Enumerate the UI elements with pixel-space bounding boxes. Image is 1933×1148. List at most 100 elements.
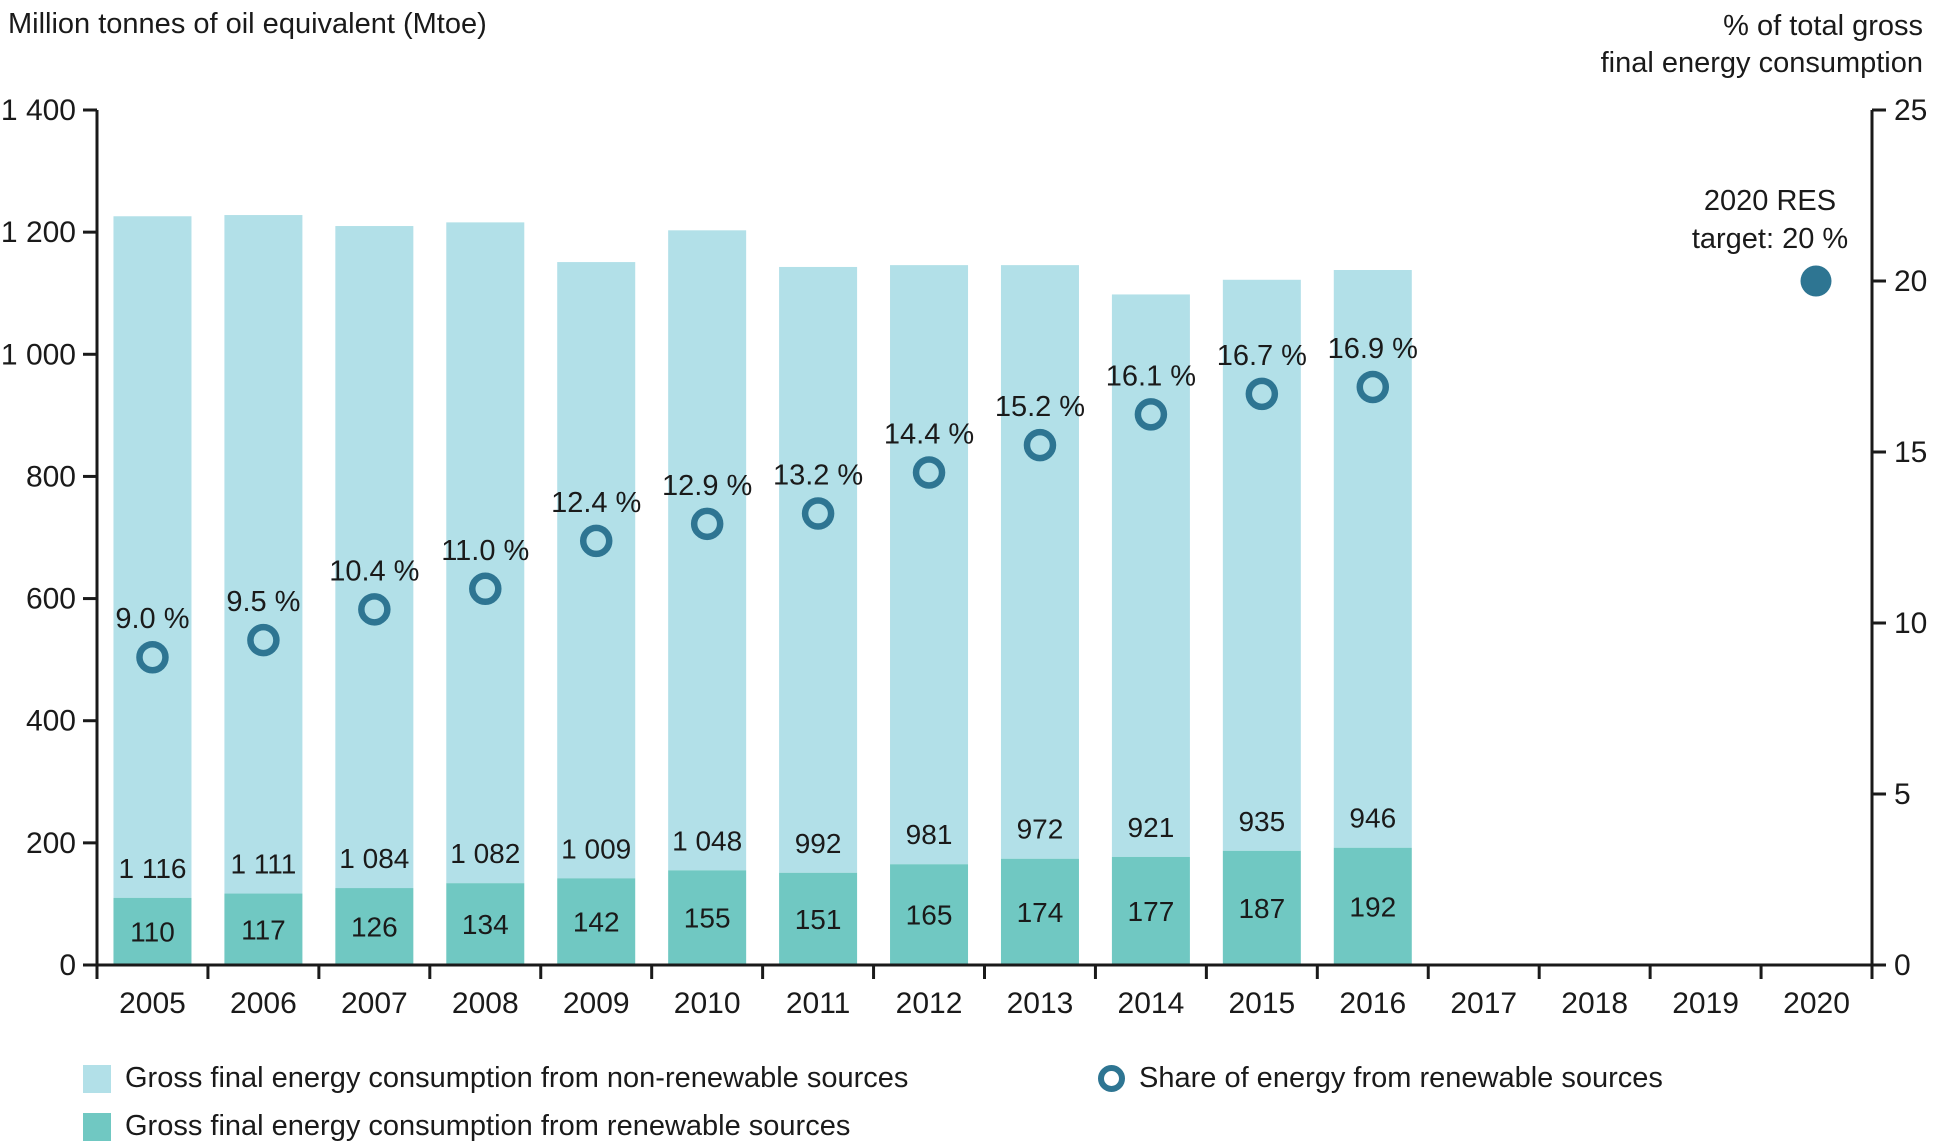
- value-label-nonrenewable-2006: 1 111: [230, 849, 296, 880]
- share-ring-2006: [247, 623, 280, 657]
- right-axis-title: % of total gross final energy consumptio…: [1601, 8, 1923, 82]
- legend-item-renewable: Gross final energy consumption from rene…: [83, 1110, 850, 1143]
- right-axis-title-line1: % of total gross: [1723, 10, 1923, 42]
- right-axis-tick-label: 0: [1894, 949, 1911, 982]
- share-ring-2012: [912, 456, 946, 489]
- renewable-swatch-icon: [83, 1112, 111, 1141]
- bar-nonrenewable-2011: [779, 266, 858, 873]
- value-label-nonrenewable-2009: 1 009: [561, 833, 631, 864]
- year-label-2020: 2020: [1783, 987, 1850, 1020]
- value-label-nonrenewable-2008: 1 082: [450, 838, 520, 869]
- share-ring-2014: [1134, 398, 1168, 431]
- share-ring-2015: [1245, 377, 1279, 411]
- year-label-2016: 2016: [1339, 987, 1406, 1020]
- share-ring-icon: [1098, 1065, 1125, 1092]
- share-label-2012: 14.4 %: [884, 419, 974, 451]
- year-label-2007: 2007: [341, 987, 408, 1020]
- share-label-2011: 13.2 %: [773, 460, 863, 492]
- year-label-2011: 2011: [786, 987, 851, 1020]
- share-label-2016: 16.9 %: [1328, 333, 1418, 365]
- share-label-2010: 12.9 %: [662, 470, 752, 502]
- target-annotation-line1: 2020 RES: [1704, 185, 1836, 217]
- left-axis-tick-label: 400: [26, 705, 76, 738]
- bar-nonrenewable-2012: [890, 265, 969, 865]
- year-label-2005: 2005: [119, 987, 186, 1020]
- share-label-2009: 12.4 %: [551, 487, 641, 519]
- bar-nonrenewable-2007: [335, 226, 414, 889]
- value-label-nonrenewable-2007: 1 084: [339, 843, 409, 874]
- bar-renewable-2013: [1000, 858, 1079, 965]
- value-label-nonrenewable-2010: 1 048: [672, 825, 742, 856]
- bar-nonrenewable-2016: [1333, 270, 1412, 848]
- target-annotation-line2: target: 20 %: [1692, 223, 1848, 255]
- left-axis-tick-label: 1 400: [1, 94, 76, 127]
- left-axis-tick-label: 1 000: [1, 338, 76, 371]
- legend-label: Gross final energy consumption from rene…: [125, 1110, 851, 1142]
- value-label-nonrenewable-2005: 1 116: [118, 853, 186, 884]
- bar-renewable-2009: [557, 878, 636, 965]
- right-axis-tick-label: 5: [1894, 778, 1911, 811]
- value-label-renewable-2015: 187: [1238, 893, 1285, 924]
- left-axis-tick-label: 1 200: [1, 216, 76, 249]
- year-label-2010: 2010: [674, 987, 741, 1020]
- share-ring-2007: [358, 593, 391, 626]
- bar-renewable-2008: [446, 883, 525, 965]
- bar-renewable-2007: [335, 888, 414, 965]
- year-label-2014: 2014: [1118, 987, 1185, 1020]
- share-ring-2008: [469, 572, 502, 606]
- share-label-2006: 9.5 %: [226, 586, 300, 618]
- share-ring-2011: [801, 497, 835, 530]
- year-label-2019: 2019: [1672, 987, 1739, 1020]
- share-ring-2016: [1356, 370, 1390, 404]
- value-label-renewable-2007: 126: [351, 912, 398, 943]
- right-axis-tick-label: 15: [1894, 436, 1927, 469]
- value-label-nonrenewable-2013: 972: [1017, 814, 1064, 845]
- share-label-2008: 11.0 %: [441, 535, 529, 567]
- legend-item-share: Share of energy from renewable sources: [1098, 1062, 1663, 1095]
- bar-nonrenewable-2009: [557, 262, 636, 879]
- bar-renewable-2010: [668, 870, 747, 965]
- left-axis-title: Million tonnes of oil equivalent (Mtoe): [8, 8, 487, 40]
- right-axis-tick-label: 25: [1894, 94, 1927, 127]
- value-label-renewable-2013: 174: [1017, 897, 1064, 928]
- bar-renewable-2005: [113, 897, 192, 965]
- bar-renewable-2011: [779, 872, 858, 965]
- legend-label: Gross final energy consumption from non-…: [125, 1062, 909, 1094]
- value-label-renewable-2009: 142: [573, 907, 620, 938]
- legend-label: Share of energy from renewable sources: [1139, 1062, 1663, 1094]
- year-label-2008: 2008: [452, 987, 519, 1020]
- value-label-nonrenewable-2015: 935: [1238, 806, 1285, 837]
- left-axis-tick-label: 600: [26, 583, 76, 616]
- right-axis-tick-label: 20: [1894, 265, 1927, 298]
- bar-nonrenewable-2013: [1000, 265, 1079, 859]
- year-label-2009: 2009: [563, 987, 630, 1020]
- nonrenewable-swatch-icon: [83, 1064, 111, 1093]
- share-ring-2005: [136, 640, 169, 674]
- value-label-nonrenewable-2011: 992: [795, 828, 842, 859]
- bar-renewable-2012: [890, 864, 969, 965]
- left-axis-tick-label: 800: [26, 460, 76, 493]
- share-ring-2010: [690, 507, 724, 541]
- value-label-renewable-2011: 151: [795, 904, 842, 935]
- value-label-nonrenewable-2012: 981: [906, 819, 953, 850]
- year-label-2013: 2013: [1007, 987, 1074, 1020]
- bar-nonrenewable-2005: [113, 216, 192, 898]
- value-label-nonrenewable-2014: 921: [1128, 812, 1175, 843]
- bar-renewable-2006: [224, 893, 303, 965]
- year-label-2015: 2015: [1228, 987, 1295, 1020]
- value-label-renewable-2012: 165: [906, 900, 953, 931]
- value-label-renewable-2005: 110: [130, 916, 175, 947]
- year-label-2018: 2018: [1561, 987, 1628, 1020]
- value-label-renewable-2008: 134: [462, 909, 509, 940]
- value-label-renewable-2006: 117: [241, 914, 286, 945]
- left-axis-tick-label: 0: [59, 949, 76, 982]
- value-label-renewable-2014: 177: [1128, 896, 1175, 927]
- value-label-renewable-2010: 155: [684, 903, 731, 934]
- bar-nonrenewable-2008: [446, 222, 525, 884]
- left-axis-tick-label: 200: [26, 827, 76, 860]
- bar-renewable-2014: [1111, 856, 1190, 965]
- year-label-2012: 2012: [896, 987, 963, 1020]
- share-label-2014: 16.1 %: [1106, 360, 1196, 392]
- year-label-2017: 2017: [1450, 987, 1517, 1020]
